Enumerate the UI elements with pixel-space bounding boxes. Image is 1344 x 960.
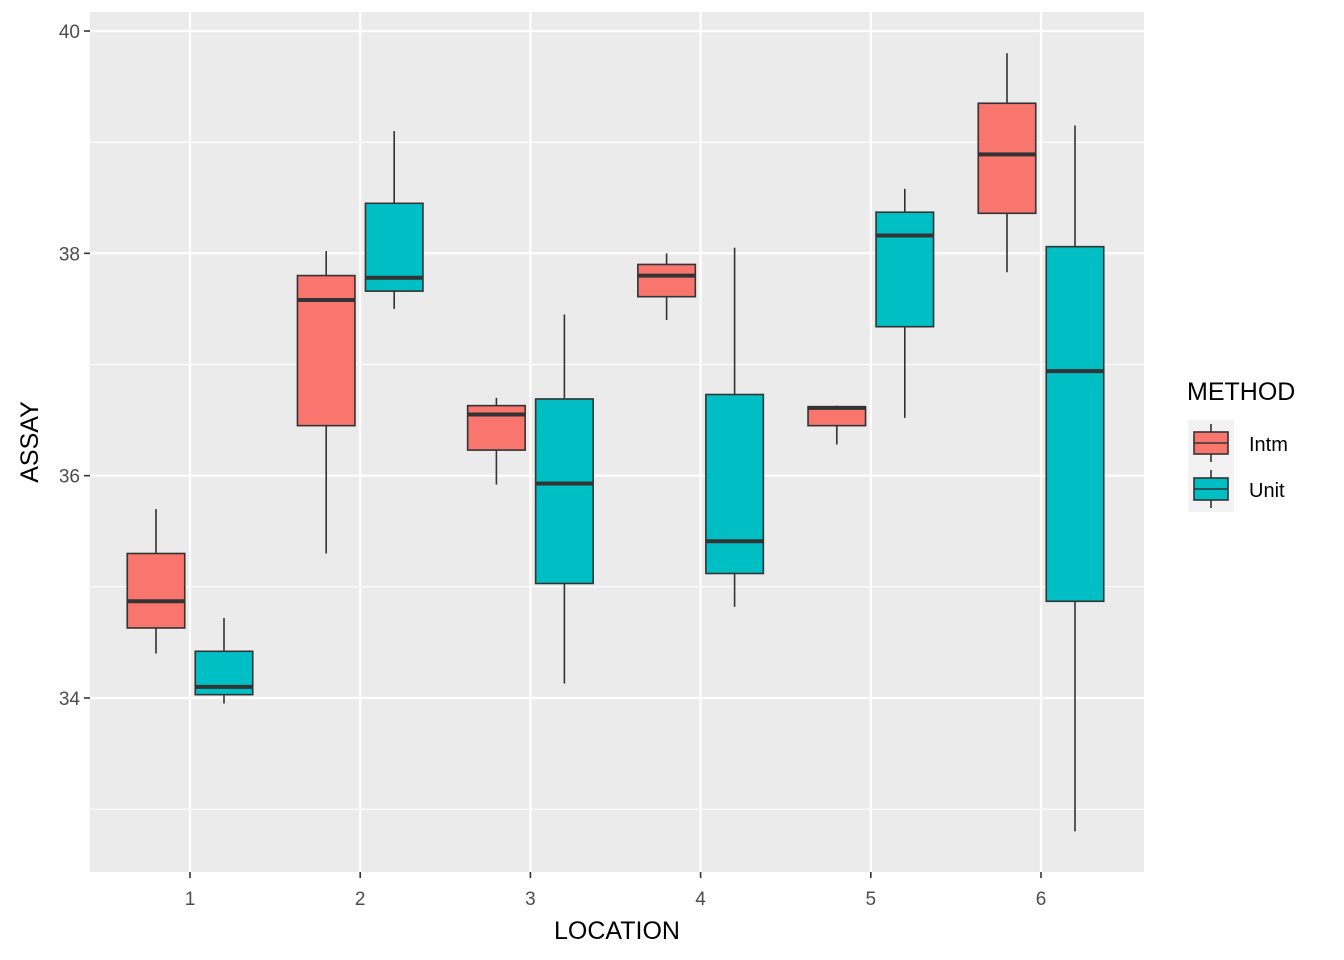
box-unit-5 (875, 188, 935, 418)
box-unit-1 (194, 617, 254, 704)
y-tick-label: 38 (59, 244, 80, 265)
legend: METHOD Intm Unit (1187, 378, 1295, 512)
box-iqr (977, 102, 1037, 215)
box-iqr (534, 398, 594, 585)
minor-gridlines (90, 141, 1144, 810)
x-axis-title: LOCATION (554, 917, 680, 945)
box-iqr (705, 393, 765, 575)
x-tick-label: 2 (355, 889, 366, 910)
x-tick-label: 6 (1036, 889, 1047, 910)
legend-label: Unit (1249, 480, 1285, 502)
legend-item-intm: Intm (1188, 420, 1288, 466)
box-iqr (466, 404, 526, 451)
y-tick-label: 36 (59, 467, 80, 488)
box-iqr (126, 552, 186, 629)
x-tick-label: 5 (866, 889, 877, 910)
x-tick-label: 4 (695, 889, 706, 910)
box-iqr (875, 211, 935, 328)
legend-keys: Intm Unit (1188, 420, 1288, 512)
x-tick-label: 1 (185, 889, 196, 910)
major-gridlines (90, 12, 1144, 872)
box-iqr (1045, 245, 1105, 603)
box-unit-3 (534, 314, 594, 684)
box-unit-6 (1045, 125, 1105, 832)
y-axis-title: ASSAY (16, 401, 44, 483)
legend-title: METHOD (1187, 378, 1295, 406)
box-iqr (637, 263, 697, 298)
x-axis: 1 2 3 4 5 6 (185, 872, 1047, 910)
legend-item-unit: Unit (1188, 466, 1285, 512)
y-tick-label: 34 (59, 689, 81, 710)
y-axis: 34 36 38 40 (59, 22, 90, 710)
box-unit-2 (364, 131, 424, 309)
box-intm-3 (466, 397, 526, 485)
box-unit-4 (705, 247, 765, 607)
y-tick-label: 40 (59, 22, 80, 43)
box-intm-1 (126, 509, 186, 654)
x-tick-label: 3 (525, 889, 536, 910)
plot-panel (90, 12, 1144, 872)
box-intm-6 (977, 53, 1037, 273)
box-intm-5 (807, 405, 867, 445)
legend-label: Intm (1249, 434, 1288, 456)
box-intm-2 (296, 251, 356, 554)
boxes-layer (126, 53, 1105, 832)
box-intm-4 (637, 253, 697, 321)
